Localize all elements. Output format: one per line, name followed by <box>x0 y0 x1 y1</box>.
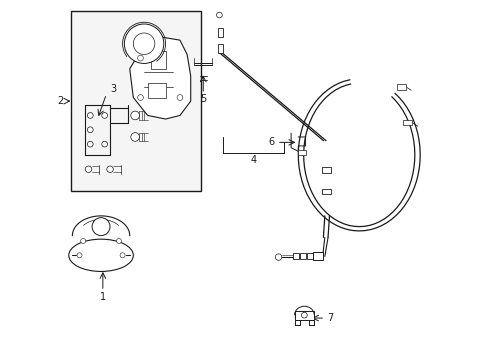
Circle shape <box>77 253 82 258</box>
Text: 5: 5 <box>200 94 206 104</box>
Bar <box>151 51 165 69</box>
Circle shape <box>177 95 183 100</box>
Bar <box>217 28 223 37</box>
Ellipse shape <box>69 239 133 271</box>
Bar <box>396 84 405 90</box>
Bar <box>292 253 298 259</box>
Text: 7: 7 <box>327 313 333 323</box>
Text: 6: 6 <box>268 138 274 147</box>
Circle shape <box>120 253 125 258</box>
Bar <box>312 252 322 260</box>
Circle shape <box>275 254 281 260</box>
Text: 3: 3 <box>110 84 117 94</box>
Text: 1: 1 <box>100 292 106 302</box>
Text: 2: 2 <box>57 96 63 106</box>
Circle shape <box>87 127 93 133</box>
Circle shape <box>301 312 306 318</box>
Circle shape <box>102 141 107 147</box>
Bar <box>147 83 165 98</box>
Circle shape <box>116 238 121 243</box>
Circle shape <box>131 111 139 120</box>
Bar <box>306 253 312 259</box>
Circle shape <box>133 33 155 54</box>
Bar <box>217 44 223 53</box>
Circle shape <box>124 24 163 63</box>
FancyBboxPatch shape <box>70 12 201 191</box>
Circle shape <box>87 113 93 118</box>
Circle shape <box>102 113 107 118</box>
Bar <box>294 311 314 320</box>
Bar <box>321 167 330 173</box>
Bar <box>298 149 305 155</box>
Text: 4: 4 <box>250 155 256 165</box>
Circle shape <box>92 218 110 235</box>
Polygon shape <box>129 37 190 119</box>
Circle shape <box>131 133 139 141</box>
Circle shape <box>106 166 113 172</box>
Circle shape <box>216 12 222 18</box>
Bar <box>403 120 411 126</box>
Circle shape <box>81 238 85 243</box>
Circle shape <box>85 166 92 172</box>
Circle shape <box>137 55 143 61</box>
Bar <box>300 253 305 259</box>
Circle shape <box>137 95 143 100</box>
Bar <box>321 189 330 194</box>
Circle shape <box>87 141 93 147</box>
